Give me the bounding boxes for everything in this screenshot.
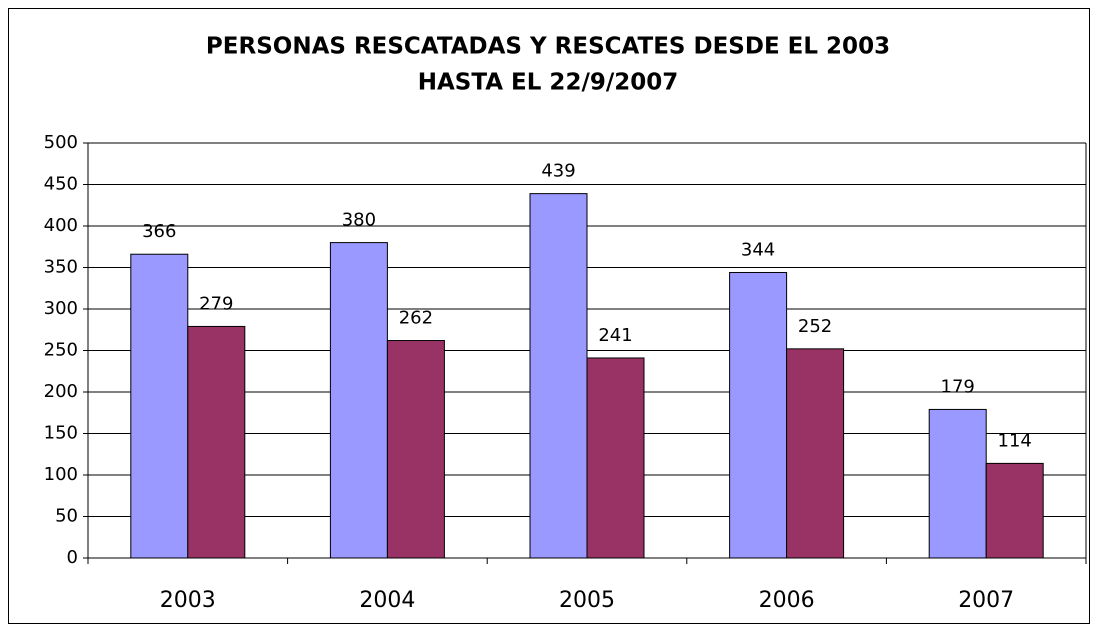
- chart-title: HASTA EL 22/9/2007: [418, 70, 679, 96]
- y-tick-label: 0: [67, 547, 78, 568]
- data-label: 380: [342, 210, 376, 231]
- data-label: 241: [598, 325, 632, 346]
- data-label: 279: [199, 293, 233, 314]
- x-tick-label: 2007: [958, 588, 1014, 613]
- data-label: 262: [399, 308, 433, 329]
- y-tick-label: 300: [44, 298, 78, 319]
- y-tick-label: 100: [44, 464, 78, 485]
- bar: [187, 325, 246, 559]
- y-tick-label: 500: [44, 132, 78, 153]
- chart-title: PERSONAS RESCATADAS Y RESCATES DESDE EL …: [206, 34, 890, 60]
- bar: [928, 408, 987, 559]
- data-label: 252: [798, 316, 832, 337]
- data-label: 366: [142, 221, 176, 242]
- bar: [985, 462, 1044, 559]
- y-tick-label: 250: [44, 340, 78, 361]
- y-tick-label: 200: [44, 381, 78, 402]
- data-label: 344: [741, 239, 775, 260]
- y-tick-label: 450: [44, 174, 78, 195]
- y-tick-label: 400: [44, 215, 78, 236]
- bar: [529, 193, 588, 559]
- y-tick-label: 50: [55, 506, 78, 527]
- data-label: 439: [541, 161, 575, 182]
- y-tick-label: 150: [44, 423, 78, 444]
- x-tick-label: 2004: [359, 588, 415, 613]
- bar: [786, 348, 845, 559]
- x-tick-label: 2003: [160, 588, 216, 613]
- y-tick-label: 350: [44, 257, 78, 278]
- bar: [586, 357, 645, 559]
- x-tick-label: 2006: [759, 588, 815, 613]
- bar: [329, 242, 388, 559]
- data-label: 179: [941, 376, 975, 397]
- x-tick-label: 2005: [559, 588, 615, 613]
- bar: [729, 271, 788, 559]
- bar: [386, 340, 445, 559]
- bar: [130, 253, 189, 559]
- data-label: 114: [998, 430, 1032, 451]
